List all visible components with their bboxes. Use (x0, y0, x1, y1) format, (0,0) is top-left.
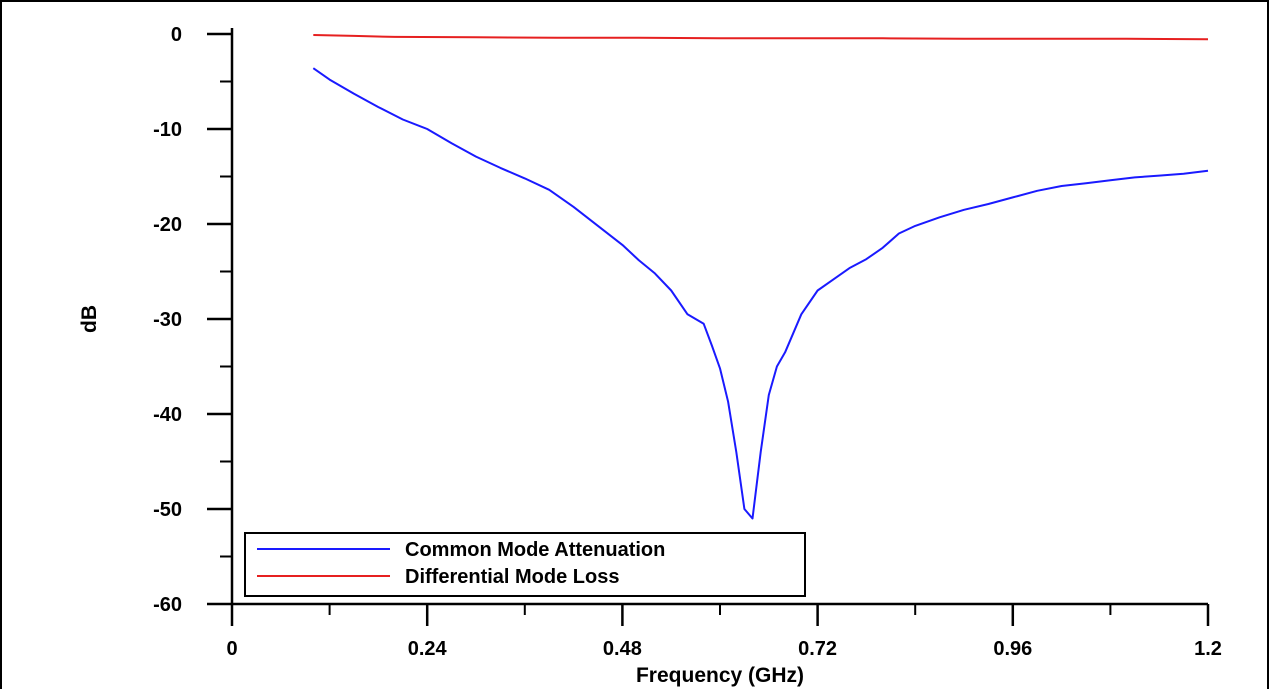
y-tick-label: -20 (153, 214, 182, 236)
x-tick-label: 1.2 (1194, 638, 1222, 660)
y-tick-label: -30 (153, 309, 182, 331)
x-tick-label: 0.48 (603, 638, 642, 660)
legend-box (244, 532, 806, 597)
legend: Common Mode Attenuation Differential Mode… (244, 532, 806, 597)
y-tick-label: -50 (153, 499, 182, 521)
y-tick-label: 0 (171, 24, 182, 46)
common-mode-line (312, 67, 1209, 520)
x-tick-label: 0.72 (798, 638, 837, 660)
x-tick-label: 0 (226, 638, 237, 660)
axis-ticks: 0 -10 -20 -30 -40 -50 -60 0 0.24 0.48 0.72 0.96 1.2 (153, 24, 1222, 660)
plot-axes (230, 28, 1208, 606)
x-tick-label: 0.24 (408, 638, 448, 660)
y-tick-label: -60 (153, 594, 182, 616)
series-layer (312, 34, 1209, 520)
differential-mode-line (313, 34, 1209, 41)
legend-entry-label: Common Mode Attenuation (405, 539, 665, 561)
y-tick-label: -40 (153, 404, 182, 426)
legend-entry-label: Differential Mode Loss (405, 566, 619, 588)
y-axis-title: dB (78, 305, 101, 333)
y-tick-label: -10 (153, 119, 182, 141)
x-axis-title: Frequency (GHz) (636, 664, 804, 687)
x-tick-label: 0.96 (993, 638, 1032, 660)
